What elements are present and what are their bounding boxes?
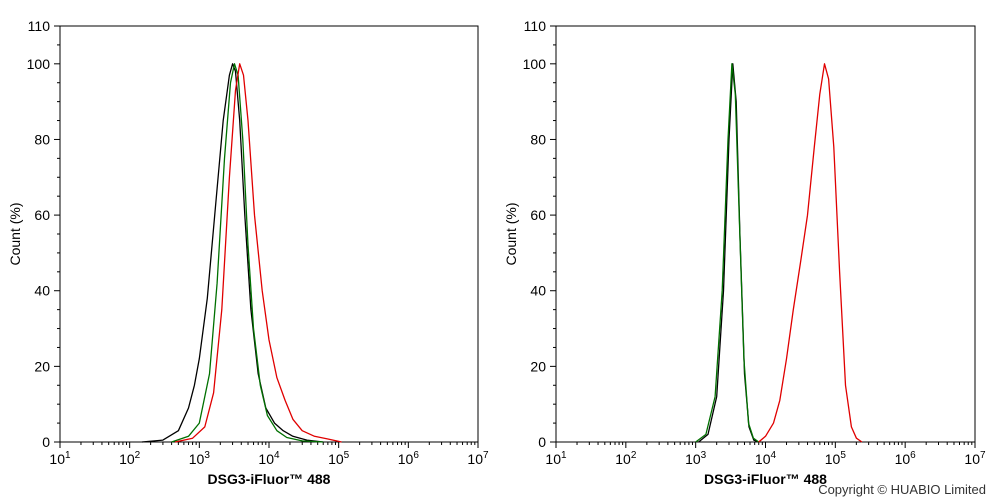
y-tick-label: 20 — [530, 358, 546, 374]
y-axis-title: Count (%) — [7, 202, 23, 265]
y-tick-label: 110 — [28, 18, 51, 34]
x-tick-label: 101 — [545, 450, 567, 467]
x-tick-label: 103 — [189, 450, 211, 467]
x-tick-label: 104 — [258, 450, 280, 467]
y-tick-label: 100 — [523, 56, 547, 72]
y-tick-label: 20 — [34, 358, 50, 374]
x-tick-label: 105 — [328, 450, 350, 467]
series-line-2 — [695, 63, 760, 443]
x-tick-label: 103 — [685, 450, 707, 467]
x-axis-title: DSG3-iFluor™ 488 — [704, 471, 827, 487]
y-tick-label: 80 — [34, 131, 50, 147]
x-tick-label: 107 — [964, 450, 986, 467]
copyright-notice: Copyright © HUABIO Limited — [818, 482, 986, 497]
x-tick-label: 106 — [895, 450, 917, 467]
y-tick-label: 100 — [27, 56, 51, 72]
plot-frame — [555, 25, 976, 443]
y-tick-label: 40 — [530, 283, 546, 299]
x-tick-label: 102 — [119, 450, 141, 467]
y-tick-label: 0 — [538, 434, 546, 450]
series-line-3 — [175, 63, 342, 443]
series-line-2 — [171, 63, 324, 443]
x-tick-label: 107 — [467, 450, 489, 467]
y-tick-label: 60 — [530, 207, 546, 223]
y-tick-label: 40 — [34, 283, 50, 299]
y-tick-label: 110 — [524, 18, 547, 34]
x-tick-label: 106 — [398, 450, 420, 467]
x-tick-label: 101 — [49, 450, 71, 467]
series-line-1 — [141, 63, 324, 443]
plot-frame — [59, 25, 479, 443]
y-tick-label: 80 — [530, 131, 546, 147]
x-tick-label: 102 — [615, 450, 637, 467]
y-axis-title: Count (%) — [503, 202, 519, 265]
x-axis-title: DSG3-iFluor™ 488 — [208, 471, 331, 487]
x-tick-label: 105 — [825, 450, 847, 467]
chart-panel-1: 0 20 40 60 80 100 110 101 102 103 104 105 106 107 Coun… — [7, 18, 489, 487]
series-line-3 — [758, 63, 863, 443]
chart-panel-2: 0 20 40 60 80 100 110 101 102 103 104 105 106 107 Coun… — [503, 18, 986, 487]
x-tick-label: 104 — [755, 450, 777, 467]
y-tick-label: 60 — [34, 207, 50, 223]
y-tick-label: 0 — [42, 434, 50, 450]
